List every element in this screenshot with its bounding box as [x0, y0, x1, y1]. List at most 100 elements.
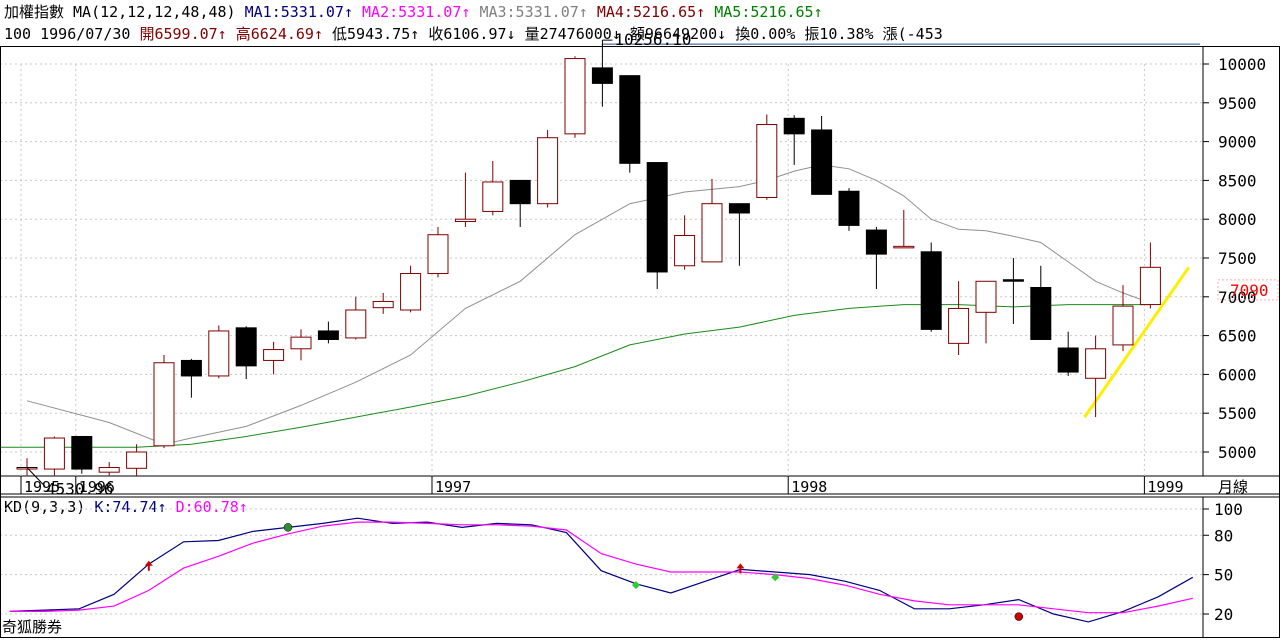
candle-body — [427, 234, 449, 275]
candle-body — [728, 203, 750, 214]
header-span: 漲(-453 — [883, 25, 943, 43]
trend-line — [1083, 266, 1191, 418]
annotation-leader — [26, 467, 46, 487]
kd-axis-ticks: 20 50 80 100 — [1203, 500, 1243, 624]
year-label: 1995 — [24, 478, 60, 496]
year-label: 1996 — [79, 478, 115, 496]
candle-body — [482, 181, 504, 212]
candle — [920, 242, 942, 332]
candle-body — [372, 300, 394, 309]
candle — [1112, 285, 1134, 352]
candle-body — [893, 245, 915, 249]
candle — [975, 280, 997, 344]
year-label: 1997 — [435, 478, 471, 496]
candle-body — [564, 58, 586, 135]
candle-body — [1002, 279, 1024, 282]
candle — [619, 75, 641, 173]
candle — [71, 435, 93, 474]
candle-body — [1112, 305, 1134, 346]
kd-lines — [9, 517, 1194, 623]
candle-body — [345, 309, 367, 339]
candle — [811, 115, 833, 195]
candle — [263, 341, 285, 375]
candle-body — [619, 75, 641, 164]
candle — [756, 114, 778, 200]
kd-panel: KD(9,3,3) K:74.74↑ D:60.78↑ 20 50 80 100 奇狐… — [0, 496, 1280, 638]
header-span: 加權指數 MA(12,12,12,48,48) — [4, 3, 245, 21]
candle-body — [263, 349, 285, 361]
candle-body — [290, 336, 312, 350]
candle-body — [454, 218, 476, 223]
header-span: MA3:5331.07↑ — [479, 3, 596, 21]
candle — [290, 329, 312, 361]
candle — [948, 281, 970, 355]
year-label: 1998 — [791, 478, 827, 496]
candle — [783, 115, 805, 165]
kd-marker-arrow — [144, 560, 153, 571]
header-span: 100 1996/07/30 — [4, 25, 139, 43]
candle-body — [975, 280, 997, 313]
candle — [564, 56, 586, 138]
candle — [1030, 265, 1052, 340]
current-price-box — [1217, 279, 1279, 301]
candle-body — [783, 117, 805, 135]
price-tick-label: 8000 — [1218, 210, 1257, 229]
candle — [865, 226, 887, 290]
kd-tick-label: 100 — [1214, 500, 1243, 519]
candle — [893, 209, 915, 249]
candle-body — [317, 330, 339, 340]
candle — [838, 188, 860, 231]
candle — [509, 179, 531, 227]
candle-body — [537, 137, 559, 205]
candle — [482, 161, 504, 216]
candle-body — [208, 330, 230, 377]
price-gridlines — [0, 63, 1203, 476]
price-tick-label: 5000 — [1218, 443, 1257, 462]
kd-marker-dot — [1014, 612, 1024, 621]
price-tick-label: 10000 — [1218, 55, 1266, 74]
price-tick-label: 9000 — [1218, 133, 1257, 152]
candlestick-series — [16, 44, 1161, 477]
candle — [728, 203, 750, 266]
header-span: MA2:5331.07↑ — [362, 3, 479, 21]
year-axis: 1995 1996 1997 1998 1999 — [0, 476, 1280, 496]
candle — [16, 458, 38, 476]
kd-title-span: K:74.74↑ — [94, 498, 175, 516]
candle — [345, 296, 367, 340]
current-price-label: 7090 — [1230, 281, 1269, 300]
candle — [591, 44, 613, 107]
header-ohlc-line: 100 1996/07/30 開6599.07↑ 高6624.69↑ 低5943… — [4, 25, 943, 43]
annotation-label: 10256.10 — [614, 30, 691, 49]
candle-body — [235, 327, 257, 367]
candle — [400, 265, 422, 313]
candle-body — [98, 467, 120, 473]
kd-title-span: KD(9,3,3) — [4, 498, 94, 516]
kd-marker-dot — [283, 523, 293, 532]
candle — [208, 325, 230, 379]
kd-series-d — [9, 521, 1193, 614]
header-ma-line: 加權指數 MA(12,12,12,48,48) MA1:5331.07↑ MA2… — [4, 3, 823, 21]
candle — [1002, 258, 1024, 324]
candle — [1057, 331, 1079, 376]
header-span: MA4:5216.65↑ — [597, 3, 714, 21]
kd-title: KD(9,3,3) K:74.74↑ D:60.78↑ — [4, 498, 248, 516]
candle — [372, 292, 394, 314]
price-tick-label: 5500 — [1218, 404, 1257, 423]
price-tick-label: 8500 — [1218, 171, 1257, 190]
candle-body — [756, 124, 778, 198]
candle — [235, 326, 257, 380]
kd-tick-label: 20 — [1214, 605, 1233, 624]
candle — [537, 129, 559, 208]
brand-label: 奇狐勝券 — [2, 618, 62, 636]
price-tick-label: 7000 — [1218, 288, 1257, 307]
annotation-label: 4530.96 — [46, 479, 113, 498]
candle — [1139, 242, 1161, 309]
candle — [646, 162, 668, 290]
header-span: 振10.38% — [804, 25, 882, 43]
candle — [454, 172, 476, 227]
candle-body — [591, 67, 613, 84]
candle — [1085, 335, 1107, 418]
candle-body — [509, 179, 531, 205]
price-panel: 5000 5500 6000 6500 7000 7500 8000 8500 9000 9500… — [0, 30, 1280, 498]
